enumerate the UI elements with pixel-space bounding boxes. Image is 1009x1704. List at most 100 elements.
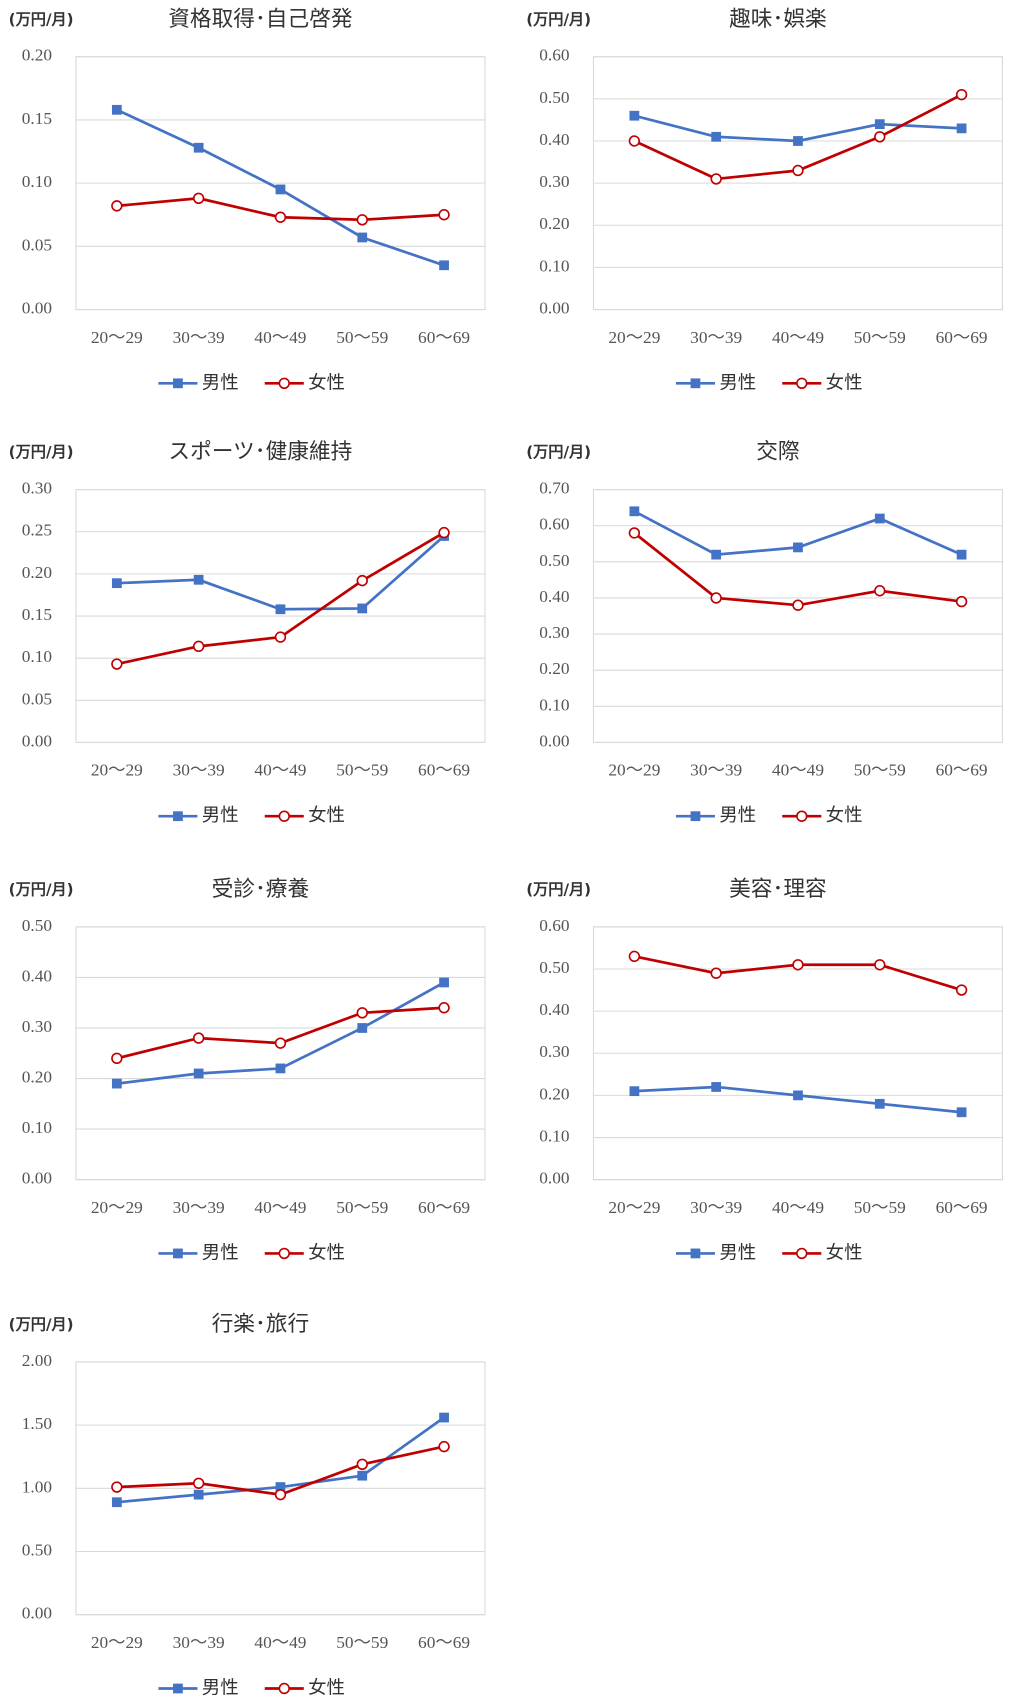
marker (690, 378, 701, 389)
marker (956, 1107, 967, 1118)
marker (793, 1090, 803, 1101)
x-tick-label: 50～59 (854, 761, 906, 780)
marker (278, 1247, 290, 1260)
y-tick-label: 0.30 (539, 623, 570, 642)
y-tick-label: 0.20 (539, 1084, 570, 1103)
x-tick-label: 40～49 (254, 1198, 306, 1217)
marker (629, 1086, 640, 1097)
unit-label: (万円/月) (9, 443, 74, 461)
marker (357, 603, 368, 614)
legend-label: 女性 (308, 805, 345, 826)
x-tick-label: 30～39 (173, 761, 225, 780)
unit-label: (万円/月) (526, 443, 591, 461)
y-tick-label: 0.50 (539, 958, 570, 977)
legend-label: 男性 (202, 1242, 239, 1263)
y-tick-label: 0.25 (22, 521, 52, 540)
x-tick-label: 30～39 (173, 1633, 225, 1652)
series-line (116, 1006, 445, 1060)
chart: 美容･理容 (万円/月) 0.00 0.10 0.20 0.30 0.40 0.50 0.60 2… (526, 877, 1004, 1263)
legend-label: 女性 (308, 372, 345, 393)
marker (192, 1032, 205, 1044)
x-tick-label: 40～49 (772, 1198, 824, 1217)
chart: 趣味･娯楽 (万円/月) 0.00 0.10 0.20 0.30 0.40 0.50 0.60 2… (526, 7, 1004, 393)
y-tick-label: 0.20 (539, 214, 570, 233)
y-tick-label: 0.10 (22, 172, 53, 191)
y-tick-label: 2.00 (22, 1351, 53, 1370)
y-tick-label: 0.40 (22, 966, 53, 985)
x-tick-label: 20～29 (608, 328, 660, 347)
legend-label: 女性 (826, 805, 863, 826)
marker (274, 1037, 287, 1049)
y-tick-label: 0.50 (539, 88, 570, 107)
y-tick-label: 0.50 (22, 916, 53, 935)
marker (710, 173, 722, 185)
y-tick-label: 0.30 (22, 479, 53, 498)
x-tick-label: 60～69 (936, 1198, 988, 1217)
marker (356, 1007, 368, 1019)
y-tick-label: 0.20 (22, 46, 53, 65)
unit-label: (万円/月) (526, 880, 591, 898)
y-tick-label: 1.50 (22, 1414, 53, 1433)
plot-area (592, 489, 1004, 743)
marker (690, 811, 701, 822)
y-tick-label: 0.10 (539, 256, 570, 275)
x-tick-label: 40～49 (254, 328, 306, 347)
legend-label: 男性 (719, 805, 756, 826)
marker (796, 377, 808, 389)
y-tick-label: 0.00 (539, 731, 570, 750)
marker (274, 211, 287, 223)
marker (193, 574, 204, 585)
y-tick-label: 0.60 (539, 916, 570, 935)
y-tick-label: 1.00 (22, 1477, 53, 1496)
x-tick-label: 50～59 (336, 328, 388, 347)
marker (793, 542, 803, 553)
unit-label: (万円/月) (9, 1316, 74, 1334)
x-tick-label: 50～59 (336, 1633, 388, 1652)
x-tick-label: 20～29 (608, 761, 660, 780)
marker (274, 631, 287, 643)
marker (628, 527, 641, 539)
marker (357, 232, 368, 243)
y-tick-label: 0.10 (539, 1127, 570, 1146)
marker (955, 595, 968, 608)
marker (792, 599, 804, 611)
legend-label: 女性 (308, 1677, 345, 1698)
x-tick-label: 50～59 (854, 328, 906, 347)
x-tick-label: 50～59 (854, 1198, 906, 1217)
y-tick-label: 0.00 (22, 731, 53, 750)
marker (438, 1002, 450, 1014)
y-tick-label: 0.10 (22, 1118, 53, 1137)
marker (193, 1489, 204, 1500)
marker (111, 1481, 123, 1493)
y-tick-label: 0.50 (22, 1541, 53, 1560)
marker (275, 1063, 286, 1074)
marker (192, 1477, 205, 1489)
marker (111, 1078, 122, 1089)
marker (275, 184, 286, 195)
marker (278, 810, 290, 822)
y-tick-label: 0.05 (22, 235, 52, 254)
marker (874, 119, 885, 130)
marker (439, 977, 449, 988)
marker (711, 549, 722, 560)
y-tick-label: 0.60 (539, 46, 570, 65)
y-tick-label: 0.15 (22, 109, 52, 128)
marker (111, 104, 122, 115)
marker (628, 950, 641, 963)
legend-label: 男性 (202, 372, 239, 393)
y-tick-label: 0.00 (22, 1169, 53, 1188)
marker (796, 810, 808, 822)
x-tick-label: 60～69 (418, 1633, 470, 1652)
chart: スポーツ･健康維持 (万円/月) 0.00 0.05 0.10 0.15 0.20 0.25 0… (9, 440, 486, 826)
x-tick-label: 60～69 (418, 761, 470, 780)
marker (173, 378, 183, 389)
marker (173, 1683, 183, 1694)
x-tick-label: 30～39 (173, 1198, 225, 1217)
marker (874, 959, 886, 971)
marker (111, 1052, 123, 1065)
marker (956, 549, 967, 560)
y-tick-label: 0.40 (539, 1000, 570, 1019)
marker (111, 200, 123, 212)
marker (629, 110, 640, 121)
chart: 行楽･旅行 (万円/月) 0.00 0.50 1.00 1.50 2.00 20～29 30～3… (9, 1312, 486, 1698)
